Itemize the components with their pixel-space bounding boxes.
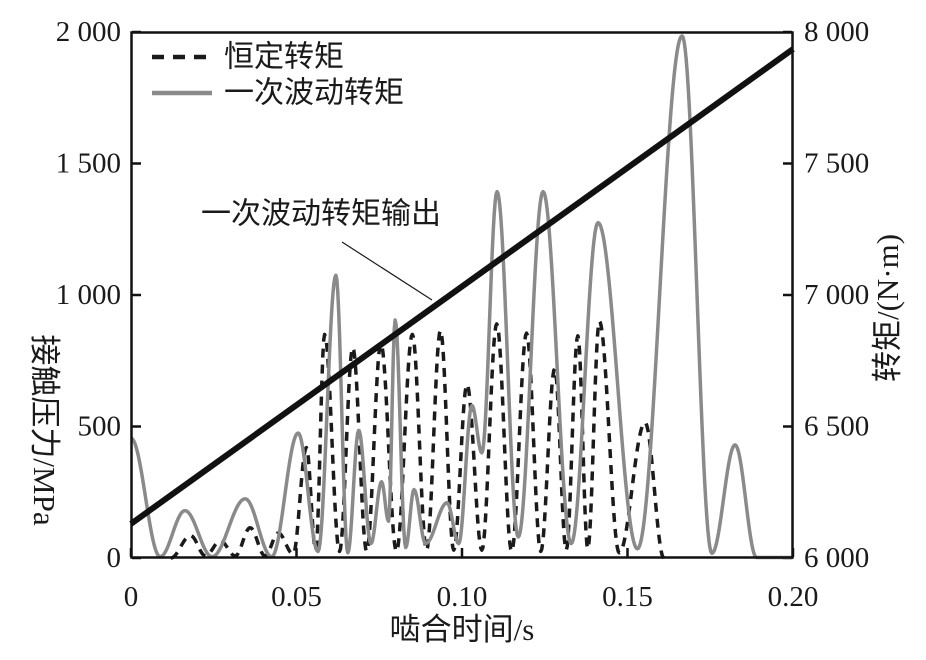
legend-label-constant-torque: 恒定转矩 [224, 41, 344, 74]
chart-legend: 恒定转矩 一次波动转矩 [152, 41, 404, 110]
left-tick-label-0: 2 000 [56, 16, 121, 48]
output-line-annotation: 一次波动转矩输出 [201, 198, 441, 301]
x-tick-label-1: 0.05 [271, 581, 322, 613]
x-tick-label-2: 0.10 [437, 581, 488, 613]
left-tick-label-3: 500 [78, 411, 122, 443]
axes-layer: 2 000 1 500 1 000 500 0 8 000 7 500 7 000 6 500 6… [56, 16, 870, 613]
left-tick-label-1: 1 500 [56, 148, 121, 180]
right-y-axis-title: 转矩/(N·m) [870, 234, 905, 382]
right-tick-label-2: 7 000 [804, 279, 869, 311]
legend-label-fluctuating-torque: 一次波动转矩 [224, 77, 404, 110]
series-2-line [129, 46, 795, 527]
left-tick-label-2: 1 000 [56, 279, 121, 311]
series-layer [129, 34, 795, 560]
series-1-line [130, 34, 794, 560]
right-tick-label-0: 8 000 [804, 16, 869, 48]
left-tick-label-4: 0 [107, 542, 122, 574]
x-tick-label-0: 0 [124, 581, 139, 613]
left-y-axis-title: 接触压力/MPa [27, 334, 62, 525]
right-tick-label-1: 7 500 [804, 148, 869, 180]
annotation-label: 一次波动转矩输出 [201, 198, 441, 231]
right-tick-label-4: 6 000 [804, 542, 869, 574]
x-tick-label-4: 0.20 [768, 581, 819, 613]
x-tick-label-3: 0.15 [602, 581, 653, 613]
x-axis-title: 啮合时间/s [390, 612, 535, 647]
plot-frame [130, 31, 794, 559]
annotation-leader-line [341, 241, 433, 301]
right-tick-label-3: 6 500 [804, 411, 869, 443]
